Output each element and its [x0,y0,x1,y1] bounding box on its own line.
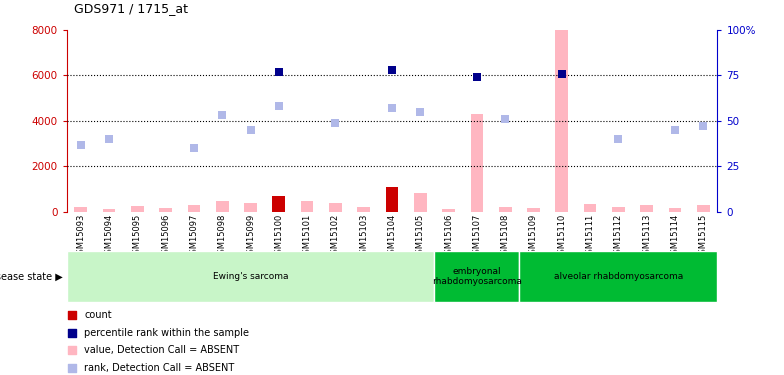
Point [103,136,115,142]
Point [612,136,625,142]
Point [66,364,78,370]
Point [697,123,710,129]
Text: GSM15113: GSM15113 [642,214,652,259]
Text: GSM15104: GSM15104 [387,214,397,259]
Bar [669,208,681,212]
Point [499,116,511,122]
Text: alveolar rhabdomyosarcoma: alveolar rhabdomyosarcoma [554,272,683,281]
Text: GSM15094: GSM15094 [104,214,114,259]
Point [386,105,398,111]
Bar [216,201,229,212]
Point [470,74,483,80]
Bar [67,251,434,302]
Bar [519,251,717,302]
Bar [697,205,710,212]
Text: GSM15099: GSM15099 [246,214,255,259]
Text: disease state ▶: disease state ▶ [0,272,63,282]
Text: GSM15107: GSM15107 [473,214,481,259]
Text: GSM15114: GSM15114 [670,214,680,259]
Bar [273,205,285,212]
Bar [74,207,87,212]
Text: embryonal
rhabdomyosarcoma: embryonal rhabdomyosarcoma [432,267,522,286]
Text: percentile rank within the sample: percentile rank within the sample [84,328,249,338]
Text: GSM15100: GSM15100 [274,214,283,259]
Point [66,312,78,318]
Bar [358,207,370,212]
Text: GSM15103: GSM15103 [359,214,368,259]
Text: GSM15095: GSM15095 [132,214,142,259]
Point [187,145,200,151]
Text: rank, Detection Call = ABSENT: rank, Detection Call = ABSENT [84,363,234,373]
Text: GSM15112: GSM15112 [614,214,622,259]
Text: GSM15102: GSM15102 [331,214,340,259]
Point [66,347,78,353]
Point [74,142,87,148]
Bar [527,208,540,212]
Bar [329,203,342,212]
Text: GSM15109: GSM15109 [529,214,538,259]
Text: GSM15115: GSM15115 [699,214,708,259]
Text: GSM15105: GSM15105 [416,214,425,259]
Bar [414,193,426,212]
Bar [273,196,285,212]
Bar [470,114,483,212]
Point [273,69,285,75]
Point [245,127,257,133]
Text: count: count [84,310,112,320]
Point [216,112,228,118]
Bar [442,209,455,212]
Text: value, Detection Call = ABSENT: value, Detection Call = ABSENT [84,345,239,355]
Point [386,67,398,73]
Point [66,330,78,336]
Text: GSM15106: GSM15106 [444,214,453,259]
Bar [612,207,625,212]
Text: GSM15096: GSM15096 [162,214,170,259]
Text: GSM15101: GSM15101 [303,214,311,259]
Bar [131,206,143,212]
Point [273,104,285,110]
Text: GSM15093: GSM15093 [76,214,85,259]
Bar [159,208,172,212]
Point [669,127,681,133]
Text: GDS971 / 1715_at: GDS971 / 1715_at [74,2,188,15]
Text: GSM15110: GSM15110 [557,214,566,259]
Bar [641,205,653,212]
Bar [499,207,511,212]
Point [414,109,426,115]
Bar [434,251,519,302]
Bar [386,187,398,212]
Point [329,120,342,126]
Bar [103,209,115,212]
Point [556,70,568,76]
Text: GSM15111: GSM15111 [586,214,594,259]
Bar [555,28,568,212]
Text: GSM15108: GSM15108 [501,214,510,259]
Bar [244,203,257,212]
Bar [386,207,398,212]
Text: GSM15098: GSM15098 [218,214,227,259]
Bar [583,204,597,212]
Text: Ewing's sarcoma: Ewing's sarcoma [212,272,289,281]
Text: GSM15097: GSM15097 [190,214,198,259]
Bar [187,205,201,212]
Bar [301,201,314,212]
